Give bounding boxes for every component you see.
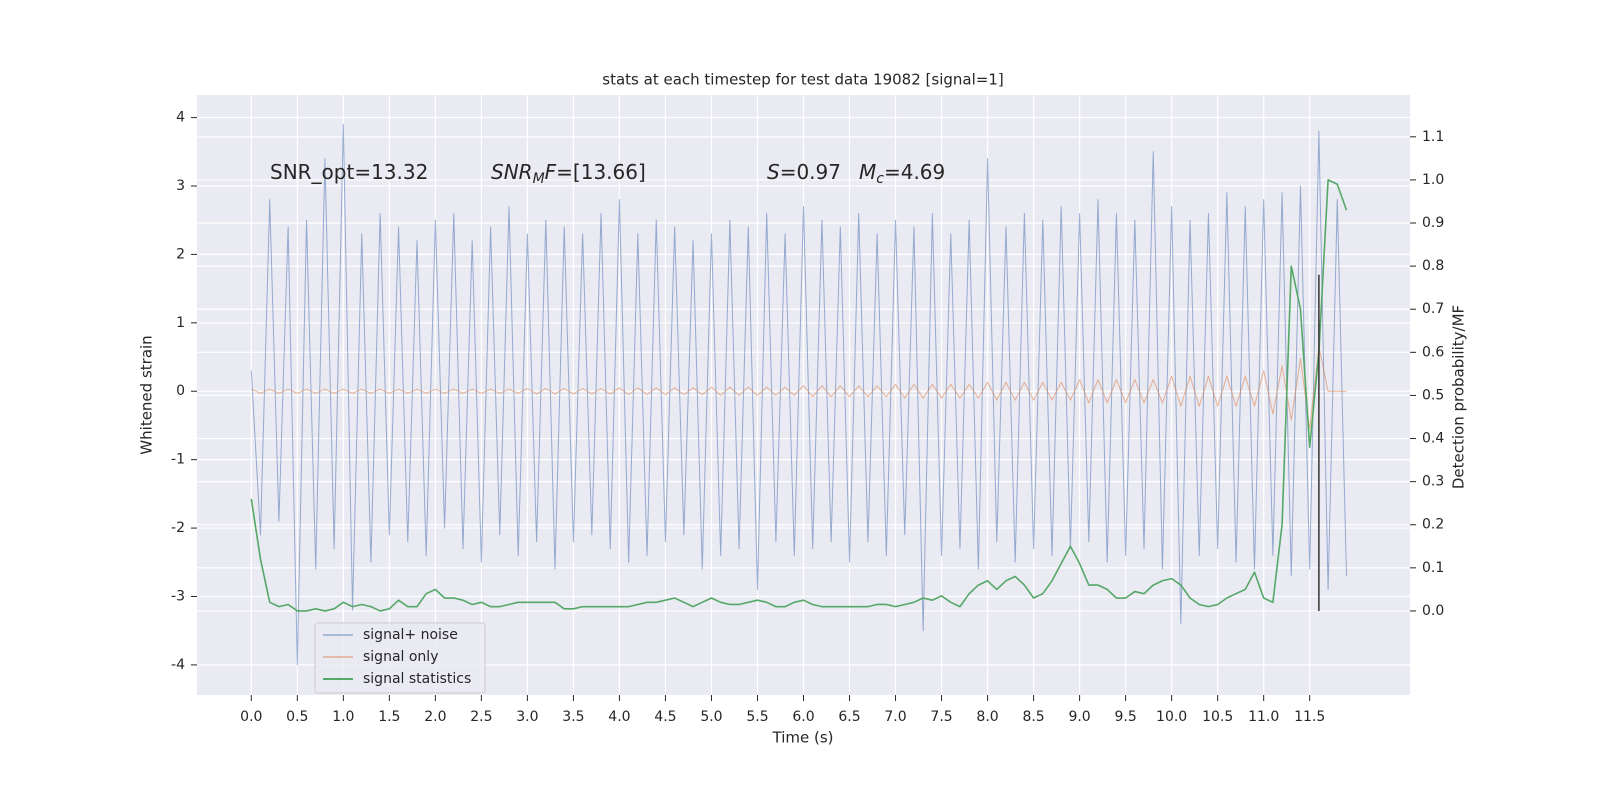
y-tick-label: 3 — [176, 178, 185, 194]
x-tick-label: 3.5 — [562, 709, 584, 725]
x-tick-label: 1.0 — [332, 709, 354, 725]
x-tick-label: 0.0 — [240, 709, 262, 725]
y2-tick-label: 1.0 — [1422, 172, 1444, 188]
y2-tick-label: 0.5 — [1422, 387, 1444, 403]
series-line — [250, 123, 1347, 666]
x-tick-label: 8.5 — [1022, 709, 1044, 725]
y2-tick-label: 0.1 — [1422, 560, 1444, 576]
x-tick-label: 2.5 — [470, 709, 492, 725]
y2-axis-label: Detection probability/MF — [1450, 305, 1468, 489]
x-tick-label: 7.0 — [884, 709, 906, 725]
legend-box — [314, 622, 486, 694]
annotation-text: SNR_opt=13.32 — [270, 160, 428, 184]
annotation: S=0.97 — [767, 160, 841, 184]
x-tick-label: 2.0 — [424, 709, 446, 725]
y2-tick-label: 0.6 — [1422, 344, 1444, 360]
y2-tick-label: 0.0 — [1422, 603, 1444, 619]
y2-tick-label: 0.9 — [1422, 215, 1444, 231]
series-line — [251, 346, 1347, 430]
y2-tick-label: 0.3 — [1422, 474, 1444, 490]
chart-title: stats at each timestep for test data 190… — [602, 71, 1003, 89]
x-tick-label: 8.0 — [976, 709, 998, 725]
marks — [250, 123, 1348, 666]
x-axis-label: Time (s) — [772, 729, 834, 747]
y2-tick-label: 0.2 — [1422, 517, 1444, 533]
y2-tick-label: 0.7 — [1422, 301, 1444, 317]
x-tick-label: 11.0 — [1248, 709, 1279, 725]
x-tick-label: 11.5 — [1294, 709, 1325, 725]
annotation-text: =[13.66] — [556, 160, 646, 184]
x-tick-label: 7.5 — [930, 709, 952, 725]
annotation-subscript: c — [876, 171, 884, 187]
x-tick-label: 10.0 — [1156, 709, 1187, 725]
x-tick-label: 5.0 — [700, 709, 722, 725]
annotation: SNRMF=[13.66] — [491, 160, 646, 188]
legend-label: signal only — [363, 649, 438, 665]
y-tick-label: 2 — [176, 246, 185, 262]
annotation-text: F — [545, 160, 557, 184]
annotation: SNR_opt=13.32 — [270, 160, 428, 184]
x-tick-label: 9.5 — [1114, 709, 1136, 725]
annotation-text: SNR — [491, 160, 533, 184]
legend-label: signal+ noise — [363, 627, 458, 643]
x-tick-label: 4.5 — [654, 709, 676, 725]
x-tick-label: 1.5 — [378, 709, 400, 725]
y-tick-label: -3 — [171, 588, 185, 604]
annotation-subscript: M — [533, 171, 545, 187]
y2-tick-label: 0.4 — [1422, 431, 1444, 447]
legend: signal+ noise signal only signal statistic… — [314, 622, 486, 694]
annotation-text: M — [859, 160, 876, 184]
y-tick-label: 1 — [176, 315, 185, 331]
y-tick-label: -2 — [171, 520, 185, 536]
y2-tick-label: 1.1 — [1422, 129, 1444, 145]
annotation-text: =4.69 — [884, 160, 945, 184]
series-line — [250, 179, 1348, 612]
x-tick-label: 10.5 — [1202, 709, 1233, 725]
legend-label: signal statistics — [363, 671, 471, 687]
annotation-text: S — [767, 160, 780, 184]
y-axis-label: Whitened strain — [138, 335, 156, 454]
x-tick-label: 6.5 — [838, 709, 860, 725]
annotation-text: =0.97 — [780, 160, 841, 184]
x-tick-label: 3.0 — [516, 709, 538, 725]
x-tick-label: 4.0 — [608, 709, 630, 725]
x-tick-label: 5.5 — [746, 709, 768, 725]
x-tick-label: 6.0 — [792, 709, 814, 725]
y-tick-label: -1 — [171, 452, 185, 468]
y-tick-label: 0 — [176, 383, 185, 399]
y2-tick-label: 0.8 — [1422, 258, 1444, 274]
y-tick-label: -4 — [171, 657, 185, 673]
x-tick-label: 9.0 — [1068, 709, 1090, 725]
y-tick-label: 4 — [176, 110, 185, 126]
x-tick-label: 0.5 — [286, 709, 308, 725]
annotation: Mc=4.69 — [859, 160, 945, 188]
